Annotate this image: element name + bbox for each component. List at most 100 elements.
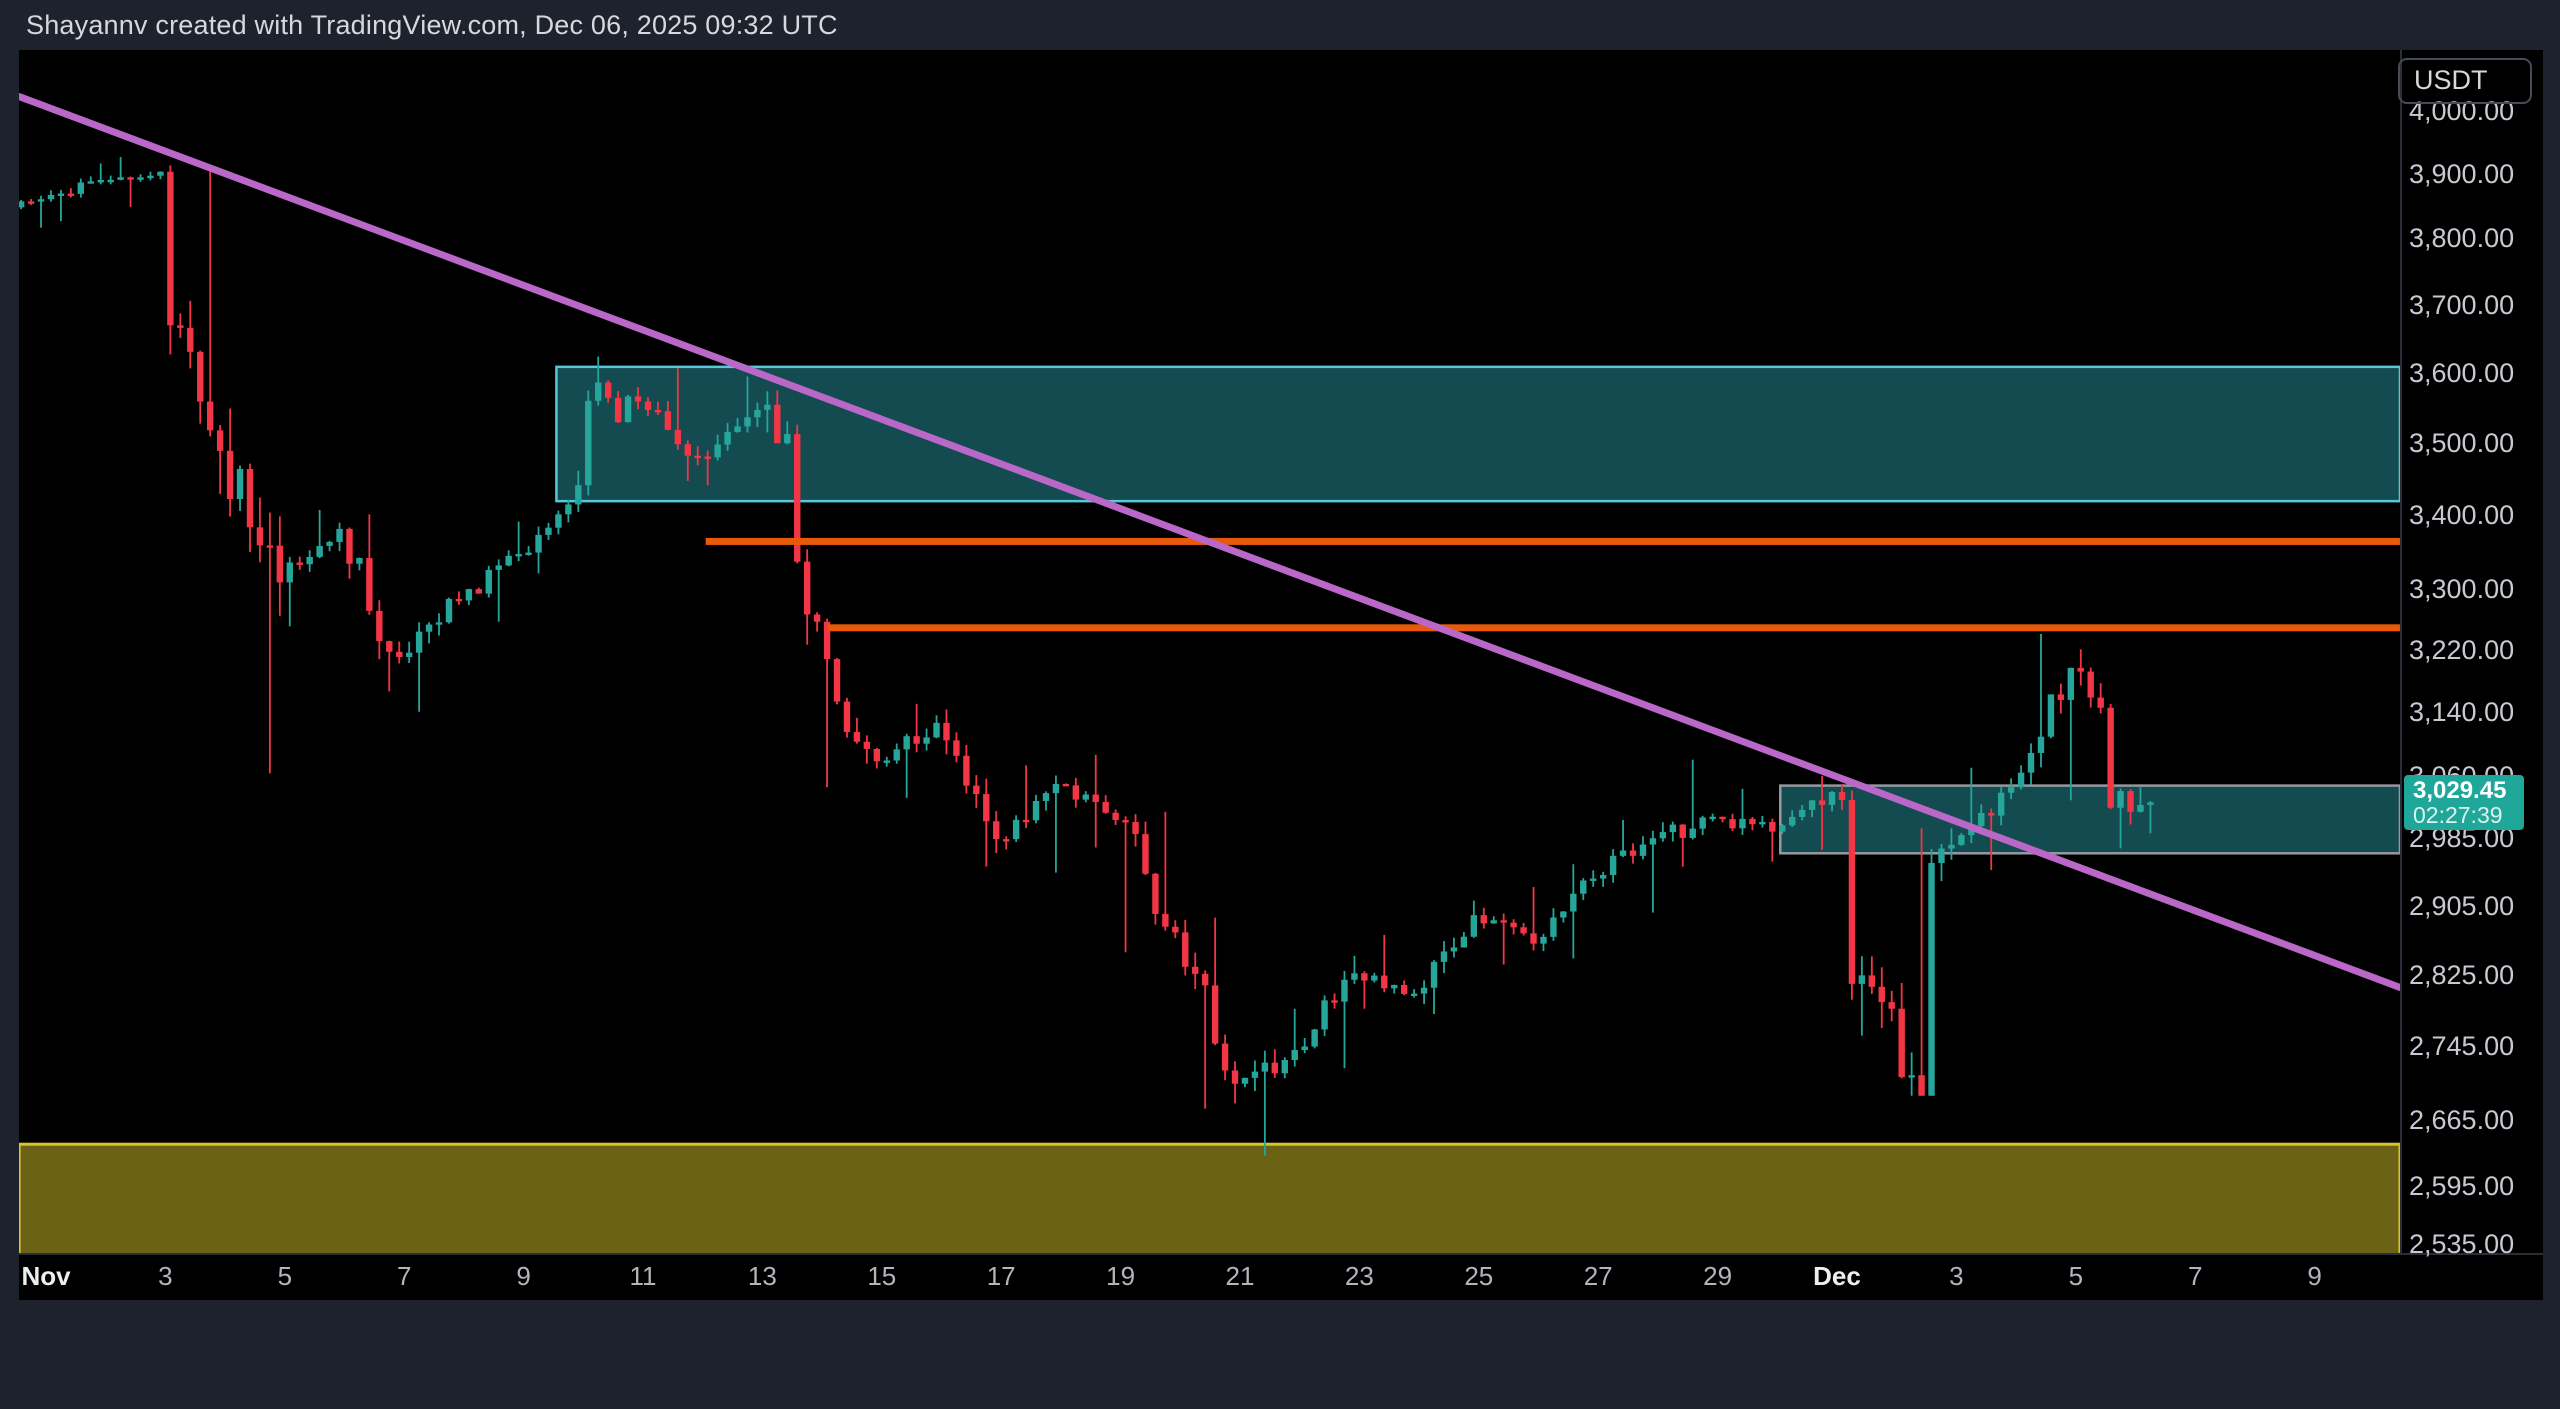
candle [933, 722, 940, 738]
candle [1520, 927, 1527, 934]
candle-wick [2079, 649, 2082, 686]
candle [286, 562, 293, 583]
candle [465, 589, 473, 601]
candle [296, 562, 303, 565]
candle [445, 598, 453, 623]
candle-wick [209, 165, 212, 437]
candle [1122, 820, 1129, 823]
candle [2057, 694, 2065, 700]
candle [1002, 839, 1010, 842]
candle [634, 396, 642, 402]
candle-wick [865, 735, 868, 764]
candle [1072, 785, 1080, 800]
candle [316, 545, 323, 557]
candle [515, 554, 522, 557]
candle [1341, 979, 1348, 1002]
candle [1351, 973, 1358, 980]
candle-wick [1303, 1037, 1306, 1054]
candle [2027, 752, 2035, 773]
candle [226, 450, 234, 500]
candle [943, 722, 950, 741]
candle [2037, 736, 2045, 753]
candle [2047, 694, 2055, 737]
candle [1649, 838, 1657, 845]
candle [535, 534, 542, 553]
candle [604, 382, 612, 398]
candle-wick [458, 591, 460, 605]
candle-wick [1492, 916, 1495, 924]
candle-wick [1214, 917, 1217, 1046]
candle [1112, 812, 1119, 821]
candle [77, 182, 85, 194]
chart-pane-background [19, 50, 2543, 1300]
candle-wick [1602, 871, 1605, 887]
interest-zone-current[interactable] [1779, 784, 2400, 855]
candle [644, 401, 652, 410]
candle [1619, 850, 1627, 856]
candle [1629, 850, 1637, 856]
candle-wick [1950, 828, 1953, 860]
candle [1818, 800, 1826, 805]
candle-wick [1860, 956, 1863, 1036]
candle [2117, 791, 2124, 808]
candle-wick [766, 391, 769, 433]
candle-wick [2069, 667, 2072, 801]
candle-wick [418, 622, 421, 712]
candle-wick [1532, 886, 1535, 951]
candle [19, 201, 25, 208]
candle-wick [1771, 818, 1774, 862]
candle [266, 545, 274, 548]
resistance-line-2[interactable] [828, 624, 2400, 632]
candle [435, 622, 443, 625]
candle-wick [318, 509, 321, 559]
candle [87, 181, 94, 184]
candle-wick [706, 450, 709, 486]
candle [27, 201, 35, 204]
candle [1231, 1070, 1239, 1084]
candle [2127, 791, 2134, 812]
candle [2107, 707, 2114, 808]
candle-wick [1502, 913, 1505, 965]
candle-wick [1383, 934, 1386, 993]
candle [1241, 1077, 1249, 1084]
candle [1639, 844, 1647, 856]
candle [1798, 809, 1806, 817]
candle-wick [746, 376, 749, 433]
candle [993, 821, 1000, 840]
candle-wick [826, 618, 828, 788]
candle [2097, 697, 2104, 708]
candle-wick [985, 778, 988, 867]
supply-zone-upper[interactable] [555, 365, 2400, 503]
candle [157, 171, 164, 176]
candle [1371, 975, 1378, 981]
candle [216, 430, 224, 451]
candle [1530, 933, 1537, 944]
candle [1132, 821, 1139, 835]
candle-wick [1681, 824, 1684, 867]
candle [1609, 855, 1617, 876]
candle-wick [1204, 970, 1207, 1109]
candle [1470, 915, 1478, 937]
candle-wick [686, 440, 689, 481]
candle [1988, 812, 1995, 816]
candle [1251, 1071, 1259, 1078]
candle [1192, 966, 1199, 974]
candle [764, 404, 771, 410]
candle-wick [1870, 956, 1873, 994]
candle [1570, 893, 1577, 912]
candle [973, 785, 980, 795]
resistance-line-1[interactable] [705, 537, 2400, 545]
candle-wick [1910, 1052, 1913, 1096]
descending-trendline[interactable] [19, 93, 2400, 991]
candle [823, 621, 831, 660]
candle [1739, 818, 1746, 829]
candle [893, 749, 900, 761]
candle [1172, 926, 1179, 933]
demand-zone-lower[interactable] [19, 1142, 2400, 1260]
currency-toggle-chip[interactable]: USDT [2398, 58, 2532, 104]
candle [664, 411, 672, 430]
candle [1410, 993, 1418, 997]
candle-wick [2040, 633, 2042, 768]
candle-wick [1652, 830, 1654, 913]
